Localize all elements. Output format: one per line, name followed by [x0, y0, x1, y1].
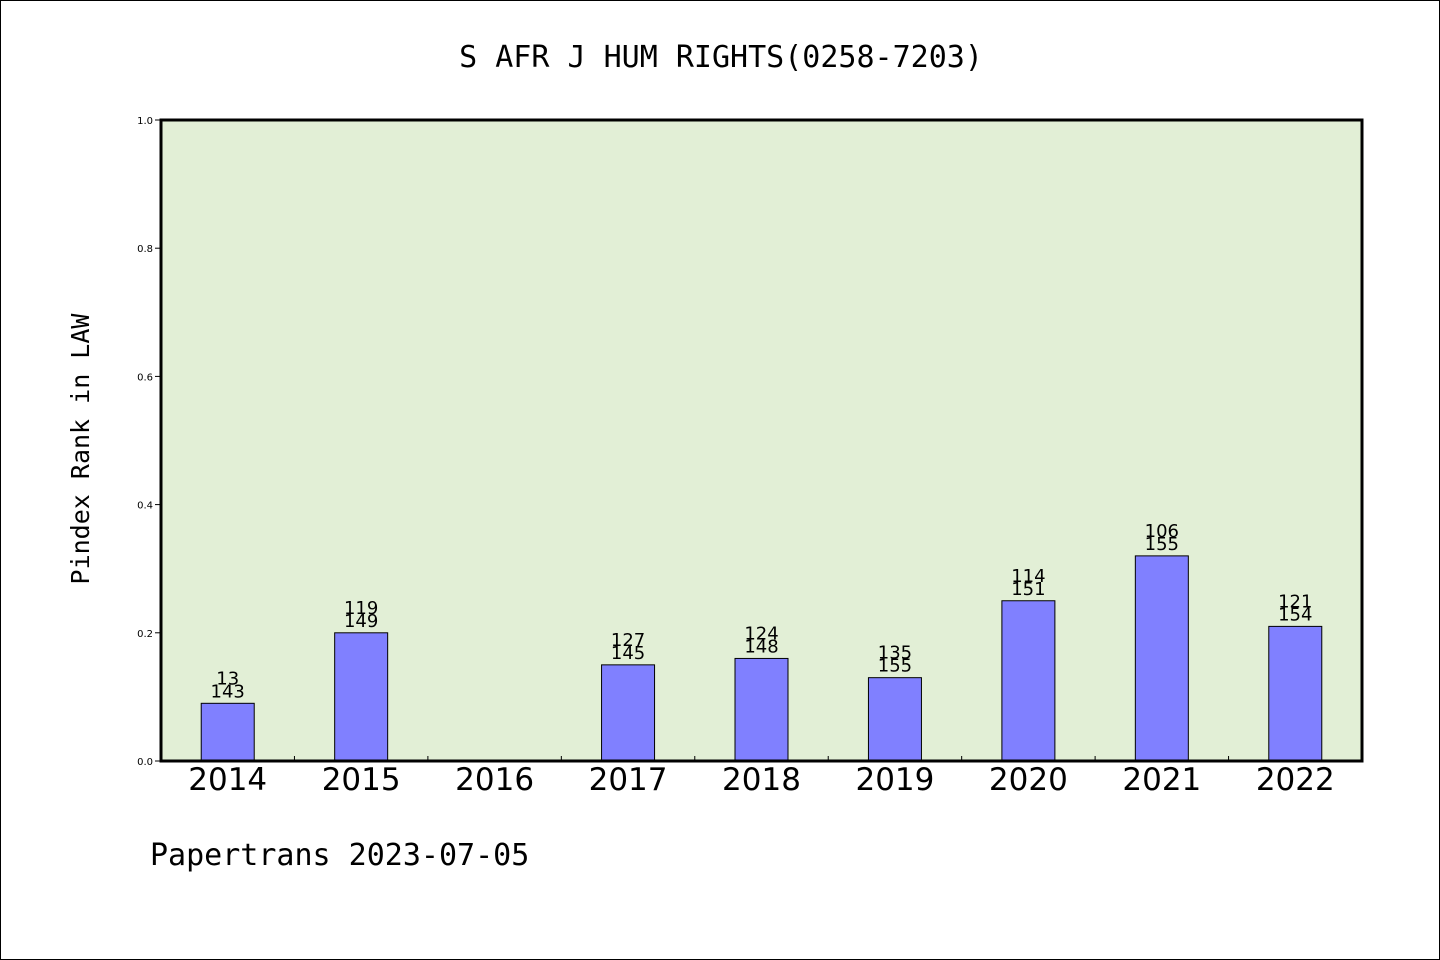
- bar-label-total: 151: [1011, 579, 1045, 600]
- bar-label-total: 143: [211, 681, 245, 702]
- bar-label-total: 155: [1145, 534, 1179, 555]
- bar-label-total: 148: [744, 636, 778, 657]
- bar-label-rank: 13: [216, 668, 239, 689]
- x-tick-label: 2019: [855, 762, 934, 798]
- bar: [734, 657, 789, 762]
- bar: [867, 677, 922, 762]
- chart-title: S AFR J HUM RIGHTS(0258-7203): [459, 40, 983, 75]
- bar-label-rank: 124: [744, 623, 778, 644]
- bar-label-total: 149: [344, 611, 378, 632]
- x-tick-label: 2016: [455, 762, 534, 798]
- bar-label-total: 145: [611, 643, 645, 664]
- bar-label-rank: 121: [1278, 591, 1312, 612]
- bar-label-rank: 135: [878, 643, 912, 664]
- x-tick-label: 2022: [1256, 762, 1335, 798]
- x-tick-label: 2018: [722, 762, 801, 798]
- bar-label-rank: 119: [344, 598, 378, 619]
- bar-label-rank: 114: [1011, 566, 1045, 587]
- bar-label-rank: 106: [1145, 521, 1179, 542]
- bar: [1268, 625, 1323, 762]
- x-tick-label: 2021: [1122, 762, 1201, 798]
- bar-label-total: 155: [878, 656, 912, 677]
- x-tick-label: 2014: [188, 762, 267, 798]
- y-tick-label: 0.0: [137, 757, 153, 768]
- bar: [334, 632, 389, 762]
- y-tick-label: 1.0: [137, 116, 153, 127]
- x-tick-label: 2020: [989, 762, 1068, 798]
- y-tick-label: 0.6: [137, 372, 153, 383]
- bar-label-rank: 127: [611, 630, 645, 651]
- footer-credit: Papertrans 2023-07-05: [150, 838, 529, 873]
- y-tick-label: 0.4: [137, 501, 153, 512]
- plot-border: [159, 118, 1364, 763]
- y-tick-label: 0.2: [137, 629, 153, 640]
- bar: [601, 664, 656, 762]
- x-tick-label: 2015: [322, 762, 401, 798]
- bar: [200, 702, 255, 762]
- y-axis-label: Pindex Rank in LAW: [66, 313, 95, 585]
- bar-label-total: 154: [1278, 604, 1312, 625]
- bar: [1134, 555, 1189, 762]
- y-tick-label: 0.8: [137, 244, 153, 255]
- bar: [1001, 600, 1056, 762]
- x-tick-label: 2017: [589, 762, 668, 798]
